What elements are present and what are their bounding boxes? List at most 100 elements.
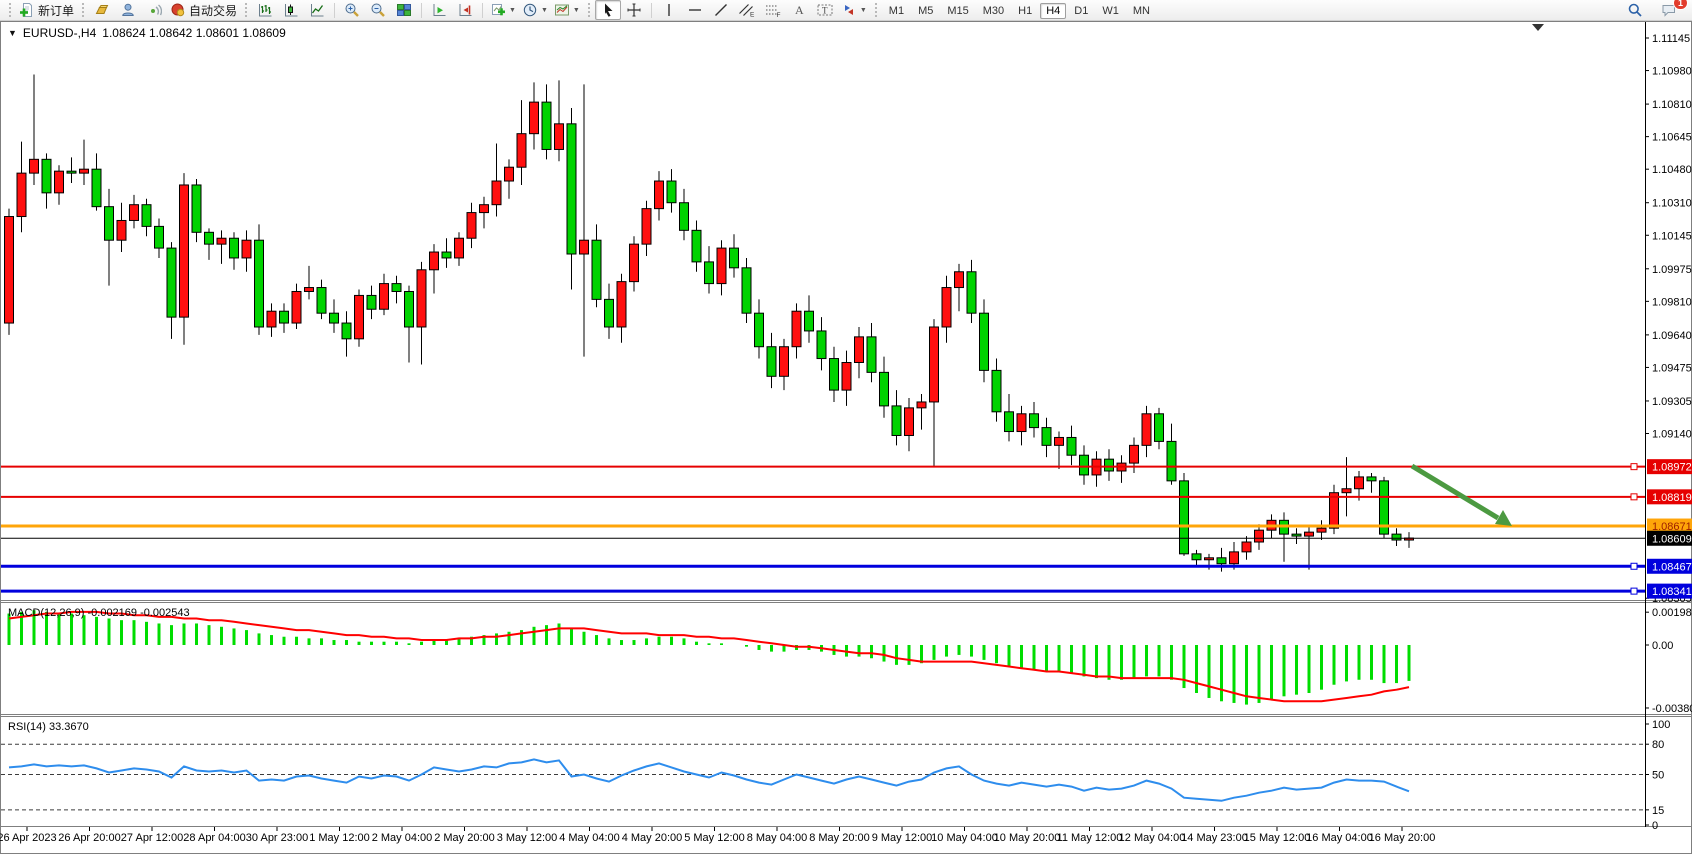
cursor-button[interactable]: [594, 0, 621, 20]
arrows-button[interactable]: ▼: [838, 0, 870, 20]
new-chart-button[interactable]: ▼: [487, 0, 519, 20]
candlestick: [641, 208, 652, 245]
chart-shift-marker[interactable]: [1532, 24, 1544, 31]
candlestick: [754, 312, 764, 348]
candlestick: [604, 298, 614, 328]
timeframe-button-h4[interactable]: H4: [1040, 3, 1067, 19]
price-line-label: 1.08671: [1652, 521, 1692, 533]
clock-icon: [523, 3, 537, 17]
down-trend-arrow-head[interactable]: [1495, 510, 1512, 526]
vertical-line-button[interactable]: [656, 0, 682, 20]
line-chart-button[interactable]: [304, 0, 330, 20]
channel-icon: E: [738, 4, 755, 18]
text-label-button[interactable]: T: [812, 0, 838, 20]
macd-axis-tick-label: 0.001982: [1652, 607, 1692, 619]
line-handle[interactable]: [1630, 562, 1638, 570]
equidistant-channel-button[interactable]: E: [734, 0, 760, 20]
periods-button[interactable]: ▼: [519, 0, 551, 20]
trendline-icon: [714, 4, 727, 16]
chart-title: EURUSD-,H4: [22, 26, 97, 40]
timeframe-button-m5[interactable]: M5: [918, 5, 934, 17]
new-order-button[interactable]: 新订单: [16, 0, 77, 20]
fibonacci-button[interactable]: F: [760, 0, 786, 20]
candlestick: [4, 216, 14, 324]
price-line-label-box: [1647, 459, 1692, 475]
horizontal-line-button[interactable]: [682, 0, 708, 20]
candlestick: [1291, 533, 1302, 537]
timeframe-button-w1[interactable]: W1: [1102, 5, 1119, 17]
candlestick: [241, 239, 252, 259]
bar-chart-icon: [259, 4, 272, 17]
candlestick: [766, 346, 777, 377]
zoom-out-button[interactable]: [365, 0, 391, 20]
timeframe-button-m15[interactable]: M15: [947, 5, 969, 17]
candlestick: [41, 158, 52, 194]
price-axis-tick-label: 1.09975: [1652, 264, 1692, 276]
candlestick: [416, 269, 427, 328]
chart-window: [0, 21, 1692, 854]
signals-button[interactable]: [141, 0, 167, 20]
toolbar-grip: [245, 3, 248, 17]
line-handle[interactable]: [1630, 587, 1638, 595]
time-axis-label: 16 May 20:00: [1369, 832, 1436, 844]
navigator-button[interactable]: [115, 0, 141, 20]
candlestick: [966, 271, 977, 314]
candlestick-chart-button[interactable]: [278, 0, 304, 20]
timeframe-button-m30[interactable]: M30: [982, 5, 1005, 17]
price-line-label: 1.08341: [1652, 586, 1692, 598]
chart-shift-button[interactable]: [452, 0, 478, 20]
bar-chart-button[interactable]: [252, 0, 278, 20]
search-icon: [1628, 3, 1642, 17]
tile-windows-button[interactable]: [391, 0, 417, 20]
price-line-label: 1.08972: [1652, 462, 1692, 474]
candlestick: [154, 225, 164, 249]
line-handle[interactable]: [1630, 463, 1638, 471]
candlestick: [1054, 436, 1064, 446]
down-trend-arrow[interactable]: [1410, 463, 1500, 521]
timeframe-button-mn[interactable]: MN: [1132, 5, 1150, 17]
time-axis-label: 10 May 04:00: [931, 832, 998, 844]
chart-header: ▼ EURUSD-,H4 1.08624 1.08642 1.08601 1.0…: [8, 26, 286, 40]
templates-button[interactable]: ▼: [551, 0, 583, 20]
candlestick: [1154, 413, 1164, 442]
candlestick: [16, 172, 27, 218]
candlestick: [1204, 557, 1214, 561]
price-axis-tick-label: 1.09140: [1652, 429, 1692, 441]
candlestick: [1304, 531, 1314, 537]
candlestick: [529, 101, 539, 135]
price-line-label-box: [1647, 489, 1692, 505]
candlestick: [816, 330, 827, 360]
rsi-value: 33.3670: [48, 721, 89, 733]
market-watch-button[interactable]: [89, 0, 115, 20]
candlestick: [204, 231, 214, 245]
search-button[interactable]: [1622, 0, 1648, 20]
candlestick: [904, 407, 914, 436]
new-order-label: 新订单: [38, 3, 75, 18]
chevron-down-icon: ▼: [509, 6, 516, 14]
autotrading-button[interactable]: 自动交易: [167, 0, 240, 20]
timeframe-button-h1[interactable]: H1: [1018, 5, 1033, 17]
signal-icon: [151, 4, 163, 16]
trendline-button[interactable]: [708, 0, 734, 20]
crosshair-icon: [627, 3, 641, 17]
zoom-in-button[interactable]: [339, 0, 365, 20]
notifications-button[interactable]: 1: [1656, 0, 1688, 20]
line-handle[interactable]: [1630, 493, 1638, 501]
one-click-trading-toggle[interactable]: ▼: [8, 28, 17, 38]
candlestick: [1041, 427, 1052, 446]
timeframe-button-d1[interactable]: D1: [1074, 5, 1089, 17]
crosshair-button[interactable]: [621, 0, 647, 20]
candlestick: [1241, 541, 1252, 553]
chevron-down-icon: ▼: [572, 6, 580, 14]
timeframe-button-m1[interactable]: M1: [888, 5, 905, 17]
candlestick: [504, 166, 514, 182]
candlestick: [1104, 458, 1114, 472]
timeframe-group: M1 M5 M15 M30 H1 H4 D1 W1 MN: [882, 1, 1157, 19]
rsi-axis-tick-label: 100: [1652, 719, 1670, 731]
rsi-axis-tick-label: 0: [1652, 820, 1658, 832]
candlestick: [929, 326, 939, 403]
auto-scroll-button[interactable]: [426, 0, 452, 20]
text-button[interactable]: A: [786, 0, 812, 20]
rsi-line: [8, 758, 1410, 802]
